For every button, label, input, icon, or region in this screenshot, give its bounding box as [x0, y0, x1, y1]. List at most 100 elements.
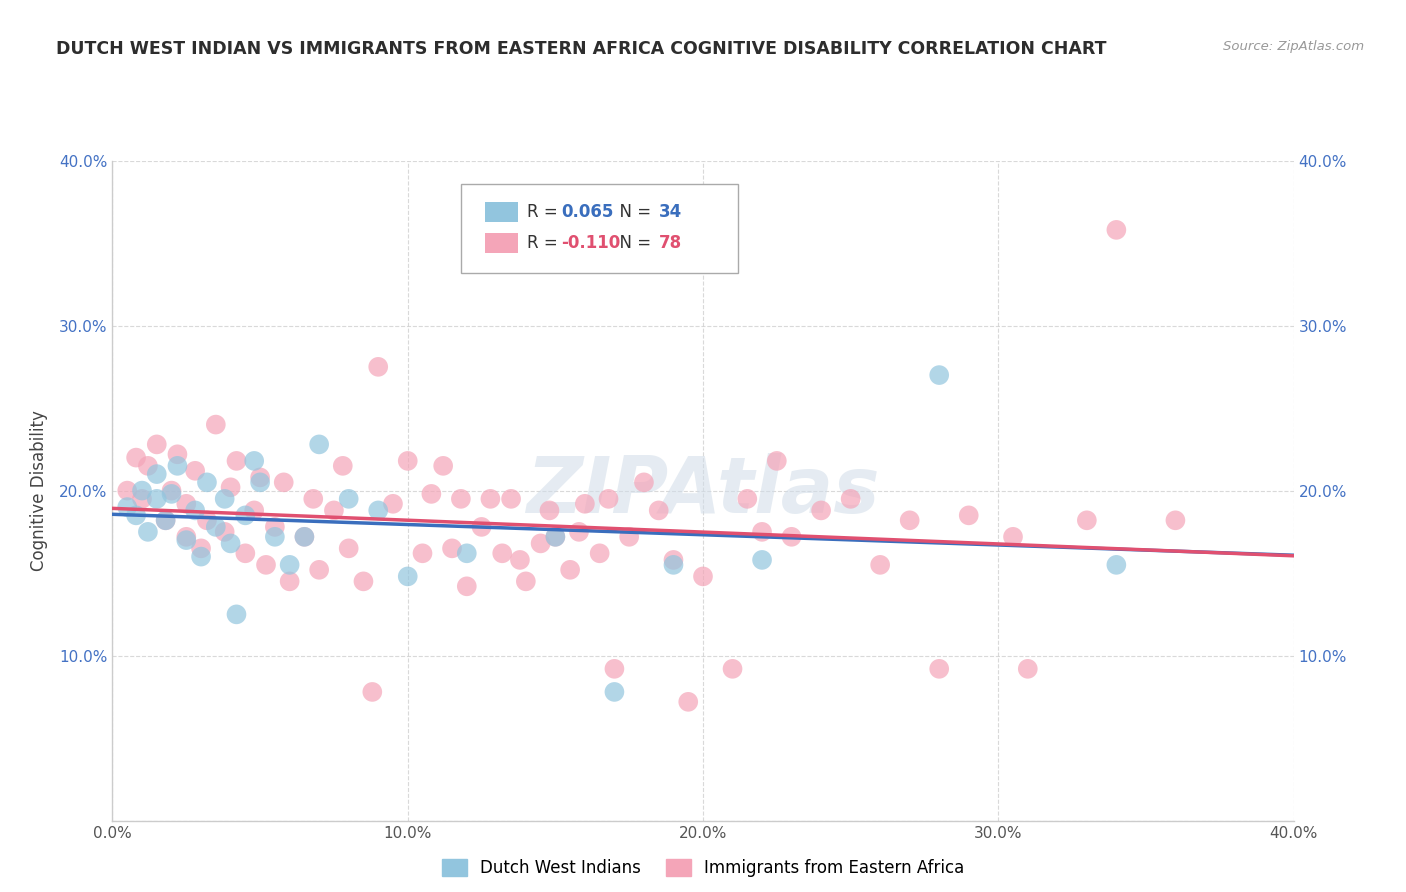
Point: [233, 546, 256, 560]
Text: Source: ZipAtlas.com: Source: ZipAtlas.com: [1223, 40, 1364, 54]
Text: DUTCH WEST INDIAN VS IMMIGRANTS FROM EASTERN AFRICA COGNITIVE DISABILITY CORRELA: DUTCH WEST INDIAN VS IMMIGRANTS FROM EAS…: [56, 40, 1107, 58]
Point: [136, 524, 159, 539]
Point: [146, 437, 169, 451]
Text: -0.110: -0.110: [561, 234, 620, 252]
Point: [1017, 662, 1039, 676]
Point: [574, 497, 596, 511]
Point: [396, 569, 419, 583]
Point: [195, 513, 218, 527]
Point: [598, 491, 620, 506]
Point: [254, 558, 277, 572]
Text: 78: 78: [659, 234, 682, 252]
Point: [568, 524, 591, 539]
Point: [491, 546, 513, 560]
Point: [1105, 223, 1128, 237]
Point: [214, 524, 236, 539]
Point: [302, 491, 325, 506]
Point: [125, 508, 148, 523]
Point: [367, 359, 389, 374]
Point: [225, 607, 247, 622]
Point: [233, 508, 256, 523]
Point: [751, 553, 773, 567]
Point: [456, 579, 478, 593]
Point: [125, 450, 148, 465]
Point: [264, 520, 287, 534]
Point: [737, 491, 759, 506]
Point: [470, 520, 494, 534]
Point: [332, 458, 354, 473]
Point: [928, 662, 950, 676]
Point: [1001, 530, 1024, 544]
Point: [184, 503, 207, 517]
Point: [361, 685, 384, 699]
Point: [633, 475, 655, 490]
Point: [1105, 558, 1128, 572]
Point: [249, 470, 271, 484]
Point: [225, 454, 247, 468]
Point: [456, 546, 478, 560]
Point: [751, 524, 773, 539]
Point: [292, 530, 315, 544]
Point: [544, 530, 567, 544]
Point: [205, 520, 228, 534]
Point: [869, 558, 891, 572]
Point: [515, 574, 537, 589]
Point: [323, 503, 346, 517]
Point: [367, 503, 389, 517]
Point: [662, 558, 685, 572]
Point: [538, 503, 561, 517]
Point: [479, 491, 502, 506]
Point: [136, 458, 159, 473]
Point: [432, 458, 454, 473]
Point: [558, 563, 582, 577]
Point: [308, 563, 330, 577]
Point: [160, 487, 183, 501]
Point: [214, 491, 236, 506]
Point: [839, 491, 862, 506]
Point: [195, 475, 218, 490]
Point: [166, 447, 188, 461]
Point: [174, 497, 197, 511]
Point: [810, 503, 832, 517]
FancyBboxPatch shape: [461, 184, 738, 273]
Point: [184, 464, 207, 478]
Point: [273, 475, 295, 490]
Point: [166, 458, 188, 473]
Point: [190, 549, 212, 564]
FancyBboxPatch shape: [485, 233, 517, 253]
Point: [1076, 513, 1098, 527]
Point: [721, 662, 744, 676]
Point: [278, 574, 301, 589]
Point: [678, 695, 700, 709]
Point: [647, 503, 671, 517]
Point: [420, 487, 443, 501]
Point: [588, 546, 610, 560]
Point: [160, 483, 183, 498]
Point: [396, 454, 419, 468]
Point: [544, 530, 567, 544]
Point: [131, 483, 153, 498]
Point: [352, 574, 374, 589]
Point: [382, 497, 405, 511]
Text: N =: N =: [609, 203, 655, 221]
Point: [219, 536, 242, 550]
Text: R =: R =: [527, 234, 562, 252]
Point: [780, 530, 803, 544]
Point: [243, 454, 266, 468]
Point: [308, 437, 330, 451]
Point: [529, 536, 551, 550]
FancyBboxPatch shape: [485, 202, 517, 222]
Point: [190, 541, 212, 556]
Point: [411, 546, 433, 560]
Point: [337, 491, 360, 506]
Point: [957, 508, 980, 523]
Point: [117, 500, 138, 514]
Point: [766, 454, 789, 468]
Point: [603, 685, 626, 699]
Point: [219, 480, 242, 494]
Point: [243, 503, 266, 517]
Text: 0.065: 0.065: [561, 203, 613, 221]
Point: [292, 530, 315, 544]
Point: [441, 541, 464, 556]
Point: [155, 513, 177, 527]
